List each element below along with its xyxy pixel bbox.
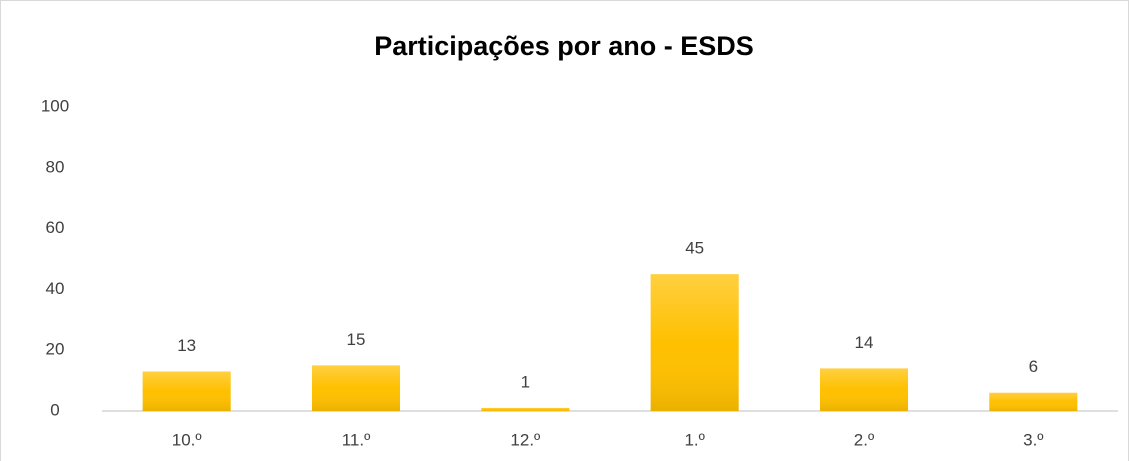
- y-tick-label: 60: [46, 218, 65, 237]
- x-tick-label: 3.º: [1023, 430, 1043, 449]
- y-tick-label: 20: [46, 340, 65, 359]
- y-tick-label: 80: [46, 157, 65, 176]
- x-tick-label: 1.º: [684, 430, 704, 449]
- bar-shade: [819, 368, 909, 411]
- data-label: 14: [855, 333, 874, 352]
- chart-title: Participações por ano - ESDS: [374, 31, 754, 61]
- bar-shade: [650, 274, 739, 411]
- x-tick-label: 2.º: [854, 430, 874, 449]
- data-label: 15: [347, 330, 366, 349]
- data-label: 13: [177, 336, 196, 355]
- data-label: 6: [1029, 357, 1038, 376]
- data-label: 45: [685, 239, 704, 258]
- bar-shade: [989, 392, 1078, 411]
- bar-shade: [311, 365, 401, 411]
- y-tick-label: 40: [46, 279, 65, 298]
- y-tick-label: 100: [41, 96, 69, 115]
- x-tick-label: 11.º: [342, 430, 371, 449]
- bar-shade: [142, 371, 231, 411]
- y-tick-label: 0: [50, 400, 59, 419]
- x-tick-label: 12.º: [510, 430, 540, 449]
- data-label: 1: [521, 372, 530, 391]
- bar-shade: [481, 407, 570, 411]
- x-tick-label: 10.º: [172, 430, 202, 449]
